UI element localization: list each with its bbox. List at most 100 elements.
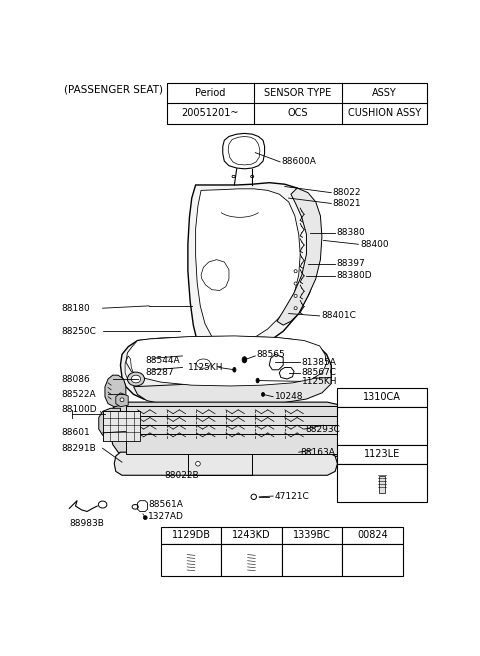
Text: (PASSENGER SEAT): (PASSENGER SEAT) xyxy=(64,85,163,94)
Ellipse shape xyxy=(246,549,257,554)
Text: 88565: 88565 xyxy=(257,350,286,359)
Text: 88380D: 88380D xyxy=(336,272,372,280)
Text: 88100D: 88100D xyxy=(61,405,97,415)
Text: 00824: 00824 xyxy=(357,530,388,541)
Bar xyxy=(337,407,427,445)
Polygon shape xyxy=(116,393,128,407)
Polygon shape xyxy=(120,337,331,402)
Text: 88287: 88287 xyxy=(145,367,174,377)
Bar xyxy=(103,411,140,441)
Ellipse shape xyxy=(308,558,315,563)
Polygon shape xyxy=(105,375,126,407)
Text: CUSHION ASSY: CUSHION ASSY xyxy=(348,108,421,118)
Text: 88600A: 88600A xyxy=(282,157,316,167)
Text: 88983B: 88983B xyxy=(69,520,104,528)
Bar xyxy=(342,527,403,544)
Text: 1129DB: 1129DB xyxy=(171,530,210,541)
Text: 88086: 88086 xyxy=(61,375,90,384)
Text: 1310CA: 1310CA xyxy=(363,392,401,403)
Ellipse shape xyxy=(251,175,254,178)
Ellipse shape xyxy=(256,379,259,383)
Text: 47121C: 47121C xyxy=(275,491,310,501)
Ellipse shape xyxy=(377,469,386,474)
Ellipse shape xyxy=(294,270,297,273)
Ellipse shape xyxy=(294,282,297,285)
Bar xyxy=(342,544,403,576)
Ellipse shape xyxy=(251,494,256,499)
Bar xyxy=(221,527,282,544)
Text: 88522A: 88522A xyxy=(61,390,96,399)
Text: 20051201~: 20051201~ xyxy=(181,108,239,118)
Text: 88400: 88400 xyxy=(360,240,388,249)
Ellipse shape xyxy=(262,392,264,396)
Bar xyxy=(337,464,427,502)
Bar xyxy=(371,550,374,556)
Text: 88380: 88380 xyxy=(336,228,365,237)
Text: 88291B: 88291B xyxy=(61,444,96,453)
Polygon shape xyxy=(133,377,331,405)
Bar xyxy=(282,544,342,576)
Ellipse shape xyxy=(196,461,200,466)
Ellipse shape xyxy=(127,372,144,386)
Ellipse shape xyxy=(375,421,388,431)
Text: 1123LE: 1123LE xyxy=(363,449,400,459)
Bar xyxy=(167,83,427,124)
Text: 88022B: 88022B xyxy=(165,471,199,480)
Text: 88401C: 88401C xyxy=(321,312,356,320)
Ellipse shape xyxy=(144,516,147,520)
Ellipse shape xyxy=(379,424,385,428)
Ellipse shape xyxy=(120,398,124,401)
Ellipse shape xyxy=(132,504,138,509)
Polygon shape xyxy=(196,189,300,345)
Bar xyxy=(369,556,375,564)
Text: 88544A: 88544A xyxy=(145,356,180,365)
Text: 10248: 10248 xyxy=(275,392,303,401)
Text: 88397: 88397 xyxy=(336,259,365,268)
Ellipse shape xyxy=(132,375,141,383)
Ellipse shape xyxy=(294,295,297,297)
Polygon shape xyxy=(110,402,355,459)
Text: 88180: 88180 xyxy=(61,304,90,313)
Polygon shape xyxy=(277,188,322,325)
Bar xyxy=(221,544,282,576)
Ellipse shape xyxy=(232,175,235,178)
Text: 81385A: 81385A xyxy=(302,358,336,367)
Text: OCS: OCS xyxy=(288,108,308,118)
Ellipse shape xyxy=(305,554,319,565)
Polygon shape xyxy=(99,408,120,438)
Ellipse shape xyxy=(294,306,297,310)
Text: 88163A: 88163A xyxy=(300,447,335,457)
Ellipse shape xyxy=(98,501,107,508)
Bar xyxy=(248,552,255,573)
Text: 1327AD: 1327AD xyxy=(148,512,184,521)
Bar xyxy=(379,476,385,493)
Ellipse shape xyxy=(186,549,196,554)
Polygon shape xyxy=(188,182,318,362)
Bar xyxy=(161,527,221,544)
Text: 1125KH: 1125KH xyxy=(188,363,223,372)
Text: SENSOR TYPE: SENSOR TYPE xyxy=(264,88,332,98)
Text: Period: Period xyxy=(195,88,226,98)
Polygon shape xyxy=(126,336,326,386)
Text: 88250C: 88250C xyxy=(61,327,96,336)
Text: 1125KH: 1125KH xyxy=(302,377,337,386)
Bar xyxy=(188,552,195,573)
Text: 88022: 88022 xyxy=(333,188,361,197)
Bar xyxy=(337,388,427,407)
Text: 1243KD: 1243KD xyxy=(232,530,271,541)
Text: ASSY: ASSY xyxy=(372,88,397,98)
Text: 88567C: 88567C xyxy=(302,369,337,377)
Polygon shape xyxy=(312,411,337,439)
Bar xyxy=(282,527,342,544)
Ellipse shape xyxy=(242,357,247,363)
Ellipse shape xyxy=(233,367,236,372)
Text: 88601: 88601 xyxy=(61,428,90,438)
Bar xyxy=(337,445,427,464)
Ellipse shape xyxy=(196,359,210,368)
Text: 88293C: 88293C xyxy=(306,424,340,434)
Bar xyxy=(126,406,341,454)
Polygon shape xyxy=(114,452,337,475)
Text: 88021: 88021 xyxy=(333,199,361,208)
Text: 88561A: 88561A xyxy=(148,500,183,509)
Bar xyxy=(161,544,221,576)
